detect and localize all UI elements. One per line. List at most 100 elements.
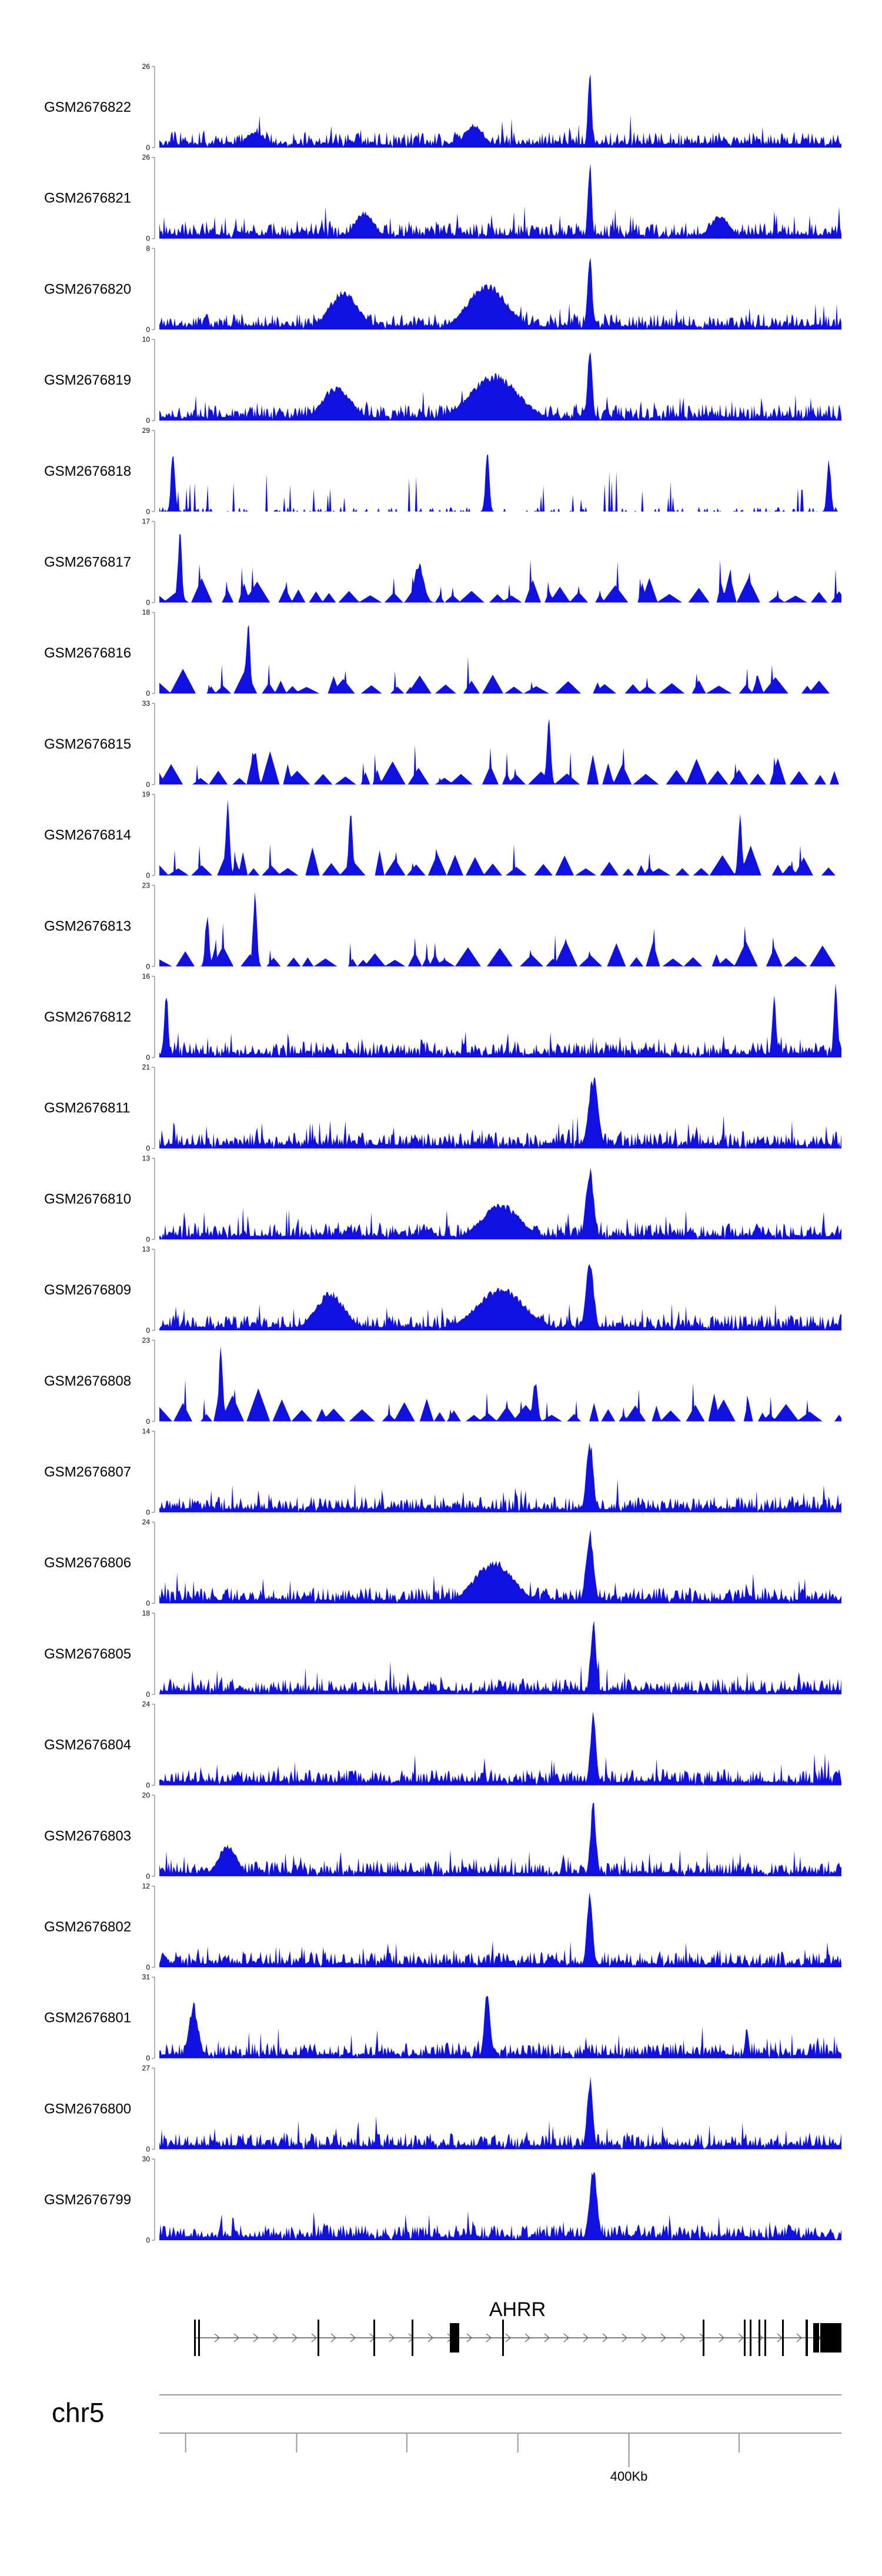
exon [820,2323,841,2353]
y-min-label: 0 [146,1235,150,1243]
y-min-label: 0 [146,599,150,607]
y-max-label: 26 [142,154,151,162]
y-min-label: 0 [146,1053,150,1062]
y-min-label: 0 [146,2054,150,2063]
chromosome-axis: chr5 400Kb [52,2394,841,2484]
y-max-label: 29 [142,426,151,435]
coverage-area [159,799,841,876]
coverage-area [159,454,841,512]
track-GSM2676816: GSM2676816 18 0 [44,608,841,698]
track-GSM2676808: GSM2676808 23 0 [44,1336,841,1426]
coverage-area [159,1346,841,1422]
track-label: GSM2676820 [44,281,131,297]
coverage-area [159,719,841,785]
strand-arrow [602,2333,608,2343]
track-label: GSM2676816 [44,645,131,661]
coverage-area [159,1892,841,1967]
y-min-label: 0 [146,1326,150,1334]
exon [502,2320,504,2356]
track-label: GSM2676812 [44,1009,131,1025]
exon [813,2323,819,2353]
strand-arrow [330,2333,336,2343]
y-min-label: 0 [146,780,150,789]
y-min-label: 0 [146,144,150,152]
track-label: GSM2676822 [44,99,131,115]
strand-arrow [583,2333,589,2343]
track-label: GSM2676804 [44,1737,131,1753]
y-max-label: 27 [142,2064,151,2072]
exon [194,2320,196,2356]
y-max-label: 30 [142,2155,151,2163]
position-ticks [185,2433,740,2467]
strand-arrow [253,2333,259,2343]
y-min-label: 0 [146,1963,150,1971]
exon [759,2320,760,2356]
exon [198,2320,200,2356]
y-min-label: 0 [146,872,150,880]
strand-arrow [292,2333,298,2343]
track-label: GSM2676800 [44,2101,131,2117]
y-min-label: 0 [146,235,150,243]
y-max-label: 19 [142,790,151,799]
coverage-area [159,534,841,603]
track-label: GSM2676809 [44,1282,131,1298]
y-max-label: 24 [142,1700,151,1709]
track-label: GSM2676821 [44,191,131,206]
track-GSM2676810: GSM2676810 13 0 [44,1154,841,1243]
coverage-area [159,1443,841,1513]
gene-label: AHRR [489,2298,546,2321]
exon [412,2320,413,2356]
y-min-label: 0 [146,2236,150,2244]
strand-arrow [524,2333,530,2343]
y-max-label: 26 [142,62,151,71]
strand-arrow [486,2333,492,2343]
y-max-label: 20 [142,1791,151,1799]
track-GSM2676802: GSM2676802 12 0 [44,1882,841,1971]
track-GSM2676821: GSM2676821 26 0 [44,154,841,243]
gene-model-ahrr: AHRR [194,2298,841,2356]
coverage-area [159,1803,841,1877]
track-label: GSM2676807 [44,1464,131,1480]
y-max-label: 21 [142,1063,151,1072]
exon [703,2320,704,2356]
strand-arrow [427,2333,433,2343]
strand-arrow [641,2333,647,2343]
track-GSM2676811: GSM2676811 21 0 [44,1063,841,1153]
y-max-label: 13 [142,1154,151,1162]
y-min-label: 0 [146,1690,150,1699]
strand-arrow [505,2333,511,2343]
track-GSM2676819: GSM2676819 10 0 [44,335,841,425]
y-max-label: 24 [142,1518,151,1526]
track-GSM2676813: GSM2676813 23 0 [44,881,841,970]
strand-arrow [622,2333,627,2343]
strand-arrow [466,2333,472,2343]
exon [744,2320,746,2356]
strand-arrow [563,2333,569,2343]
coverage-area [159,1996,841,2058]
strand-arrow [680,2333,686,2343]
track-GSM2676800: GSM2676800 27 0 [44,2064,841,2153]
y-max-label: 13 [142,1245,151,1253]
strand-arrow [272,2333,278,2343]
y-min-label: 0 [146,416,150,425]
track-label: GSM2676802 [44,1919,131,1935]
y-max-label: 16 [142,972,151,980]
y-min-label: 0 [146,1417,150,1426]
coverage-area [159,625,841,694]
y-min-label: 0 [146,689,150,698]
strand-arrow [311,2333,317,2343]
y-max-label: 12 [142,1882,151,1890]
y-max-label: 14 [142,1427,151,1436]
track-label: GSM2676815 [44,736,131,752]
coverage-area [159,1167,841,1240]
track-label: GSM2676813 [44,918,131,934]
coverage-area [159,1529,841,1604]
track-GSM2676799: GSM2676799 30 0 [44,2155,841,2244]
track-GSM2676803: GSM2676803 20 0 [44,1791,841,1880]
exon [450,2323,459,2353]
y-min-label: 0 [146,2145,150,2153]
track-label: GSM2676799 [44,2192,131,2208]
y-max-label: 33 [142,699,151,708]
strand-arrow [389,2333,395,2343]
coverage-area [159,2077,841,2150]
